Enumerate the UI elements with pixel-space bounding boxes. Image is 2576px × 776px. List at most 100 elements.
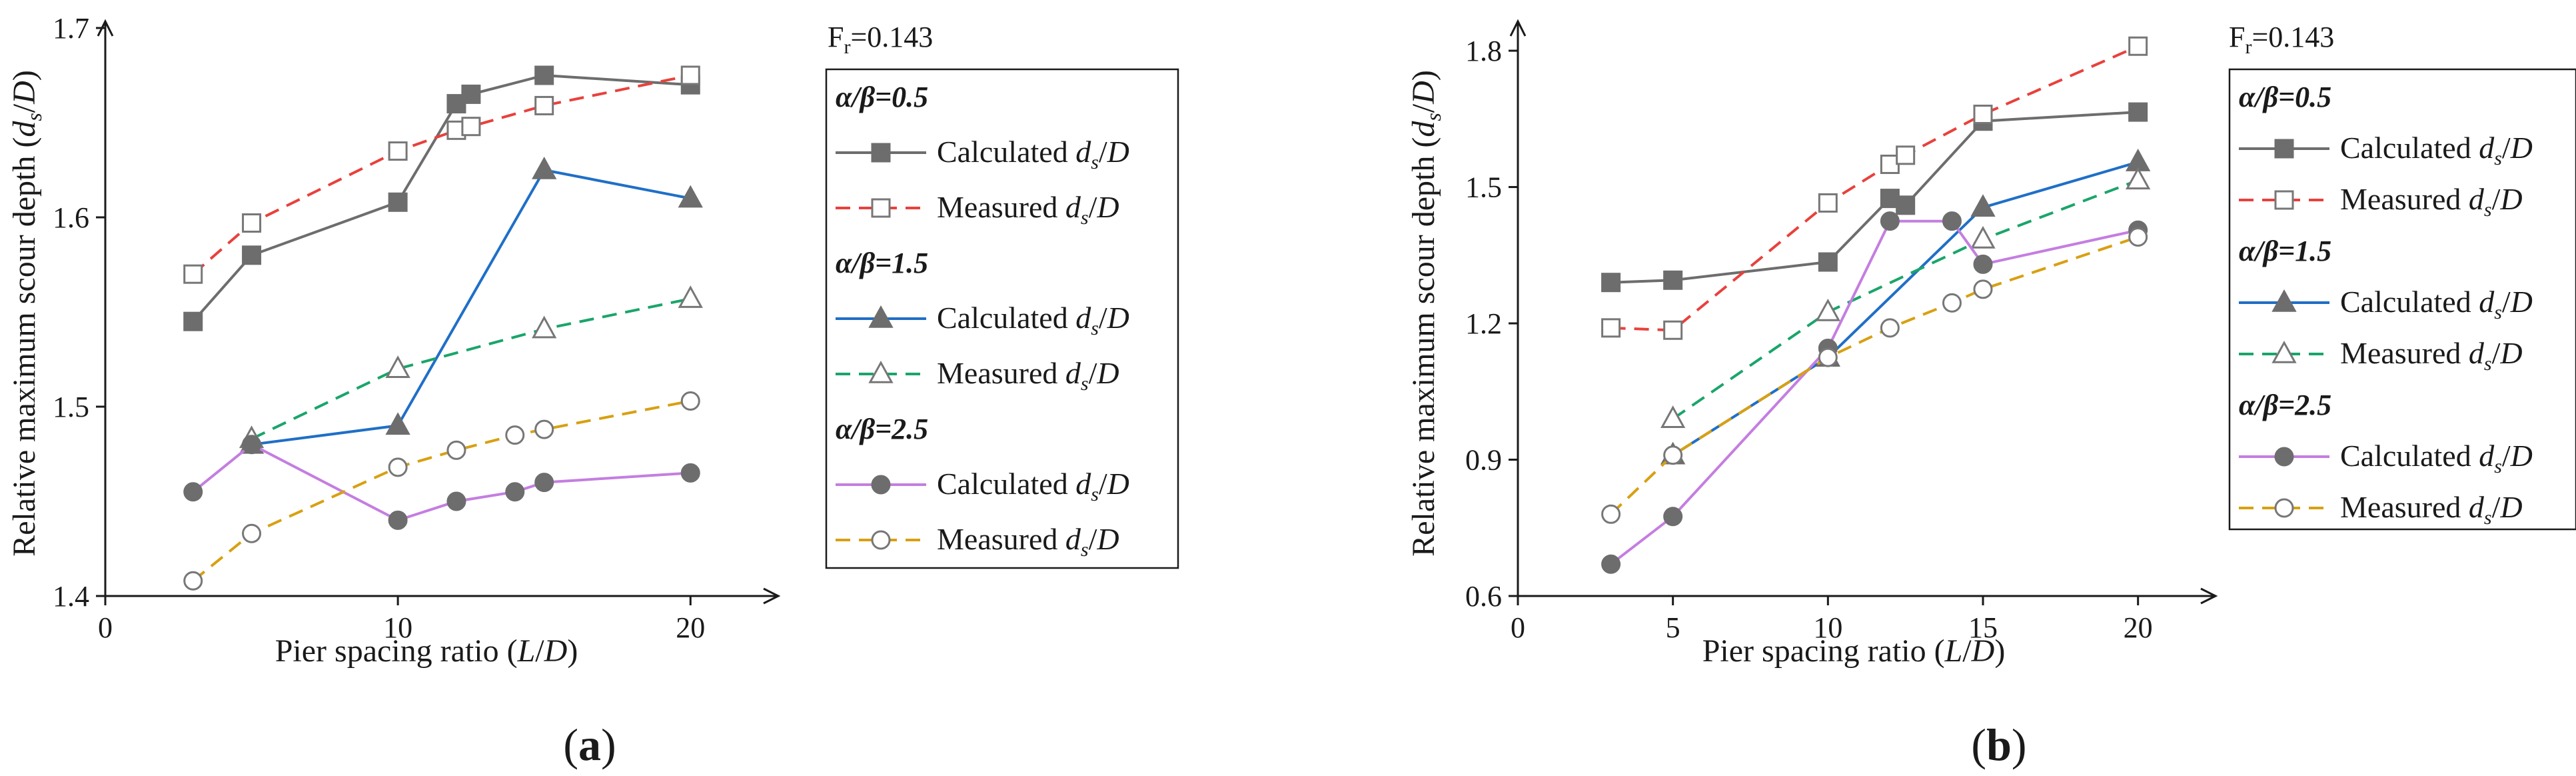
- data-point: [680, 65, 700, 85]
- data-point: [242, 245, 262, 265]
- legend-label: Calculated ds/D: [937, 467, 1129, 505]
- data-point: [242, 213, 262, 233]
- data-point: [1663, 507, 1683, 527]
- y-tick-label: 1.4: [53, 580, 89, 613]
- data-point: [385, 355, 410, 378]
- series-2: [1601, 36, 2148, 340]
- data-point: [1973, 279, 1993, 299]
- x-tick-label: 10: [383, 611, 412, 644]
- data-point: [1942, 293, 1962, 313]
- series-5: [1601, 211, 2148, 574]
- panel-label: (a): [563, 719, 616, 770]
- data-point: [1896, 195, 1916, 215]
- legend-group-heading: α/β=0.5: [836, 81, 928, 113]
- x-axis-title: Pier spacing ratio (L/D): [1702, 633, 2006, 669]
- legend-label: Calculated ds/D: [2340, 285, 2533, 323]
- series-line: [1610, 45, 2139, 332]
- data-point: [2126, 167, 2151, 190]
- x-axis-title: Pier spacing ratio (L/D): [275, 633, 578, 669]
- data-point: [1663, 270, 1683, 290]
- x-tick-label: 20: [2124, 611, 2153, 644]
- legend-label: Calculated ds/D: [2340, 439, 2533, 477]
- data-point: [1815, 298, 1840, 321]
- data-point: [388, 192, 408, 212]
- panel-label: (b): [1971, 719, 2026, 770]
- series-3: [239, 156, 703, 454]
- data-point: [242, 523, 262, 543]
- y-tick-label: 1.2: [1465, 307, 1502, 340]
- data-point: [1663, 320, 1683, 340]
- data-point: [461, 117, 481, 137]
- y-tick-label: 0.6: [1465, 580, 1502, 613]
- legend: α/β=0.5 Calculated ds/D Measured ds/D α/β=1…: [825, 68, 1179, 569]
- data-point: [1973, 254, 1993, 274]
- series-2: [183, 65, 700, 284]
- data-point: [532, 156, 557, 179]
- legend-marker: [871, 143, 891, 163]
- legend-label: Measured ds/D: [937, 190, 1119, 229]
- data-point: [1970, 194, 1996, 217]
- data-point: [1942, 211, 1962, 231]
- data-point: [1818, 252, 1838, 272]
- data-point: [1880, 189, 1900, 209]
- series-line: [251, 297, 691, 441]
- data-point: [1818, 193, 1838, 213]
- series-line: [192, 74, 691, 275]
- series-5: [183, 435, 700, 530]
- data-point: [678, 285, 703, 308]
- legend-group-heading: α/β=1.5: [836, 247, 928, 279]
- legend-group-heading: α/β=2.5: [2239, 389, 2331, 421]
- data-point: [1601, 554, 1621, 574]
- froude-label: Fr=0.143: [828, 21, 933, 58]
- data-point: [680, 463, 700, 483]
- data-point: [1880, 211, 1900, 231]
- legend-label: Measured ds/D: [2340, 182, 2523, 221]
- legend-marker: [871, 475, 891, 495]
- y-axis-title: Relative maximum scour depth (ds/D): [7, 70, 46, 557]
- data-point: [1660, 405, 1686, 428]
- data-point: [388, 510, 408, 530]
- data-point: [1970, 225, 1996, 249]
- legend-label: Calculated ds/D: [937, 135, 1129, 173]
- data-point: [1818, 347, 1838, 367]
- series-6: [1601, 227, 2148, 524]
- series-1: [183, 65, 700, 331]
- data-point: [242, 435, 262, 455]
- data-point: [183, 311, 203, 331]
- y-tick-label: 1.6: [53, 201, 89, 234]
- data-point: [1973, 105, 1993, 125]
- data-point: [1601, 273, 1621, 293]
- legend-label: Calculated ds/D: [2340, 131, 2533, 169]
- legend-group-heading: α/β=0.5: [2239, 81, 2331, 113]
- legend-group-heading: α/β=2.5: [836, 413, 928, 445]
- data-point: [1880, 318, 1900, 338]
- data-point: [1601, 504, 1621, 524]
- data-point: [534, 95, 554, 115]
- legend-marker: [871, 530, 891, 550]
- legend-marker: [871, 198, 891, 218]
- legend-group-heading: α/β=1.5: [2239, 235, 2331, 267]
- legend-label: Calculated ds/D: [937, 301, 1129, 339]
- series-line: [1610, 219, 2139, 565]
- series-line: [1672, 179, 2139, 420]
- chart-panel-b: 0 5 10 15 20 0.6 0.9 1.2 1.5 1.8 Pier spacing rati…: [1406, 19, 2576, 770]
- y-tick-label: 1.5: [53, 391, 89, 423]
- data-point: [505, 482, 525, 502]
- chart-panel-a: 0 10 20 1.4 1.5 1.6 1.7 Pier spacing ratio (L/D…: [7, 12, 1179, 770]
- legend-marker: [2274, 447, 2294, 467]
- data-point: [678, 185, 703, 208]
- y-axis-title: Relative maximum scour depth (ds/D): [1406, 70, 1445, 557]
- data-point: [505, 425, 525, 445]
- data-point: [446, 491, 466, 511]
- x-tick-label: 15: [1968, 611, 1998, 644]
- data-point: [388, 141, 408, 161]
- legend-label: Measured ds/D: [937, 356, 1119, 395]
- data-point: [2128, 102, 2148, 122]
- legend-marker: [868, 360, 894, 383]
- y-axis-arrow: [97, 19, 114, 37]
- data-point: [1896, 145, 1916, 165]
- x-tick-label: 5: [1666, 611, 1680, 644]
- legend-label: Measured ds/D: [2340, 336, 2523, 375]
- data-point: [385, 412, 410, 435]
